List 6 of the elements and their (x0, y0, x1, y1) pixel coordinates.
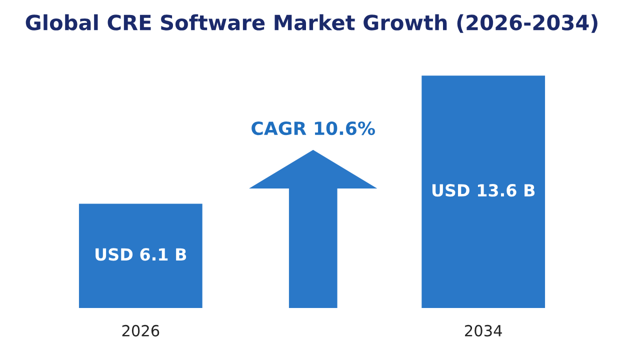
chart-title: Global CRE Software Market Growth (2026-2034) (26, 14, 598, 33)
x-tick-label: 2026 (122, 324, 160, 336)
data-label: USD 13.6 B (432, 184, 535, 197)
data-label: USD 6.1 B (96, 248, 186, 261)
annotation: CAGR 10.6% (252, 121, 375, 136)
x-tick-label: 2034 (465, 324, 502, 336)
